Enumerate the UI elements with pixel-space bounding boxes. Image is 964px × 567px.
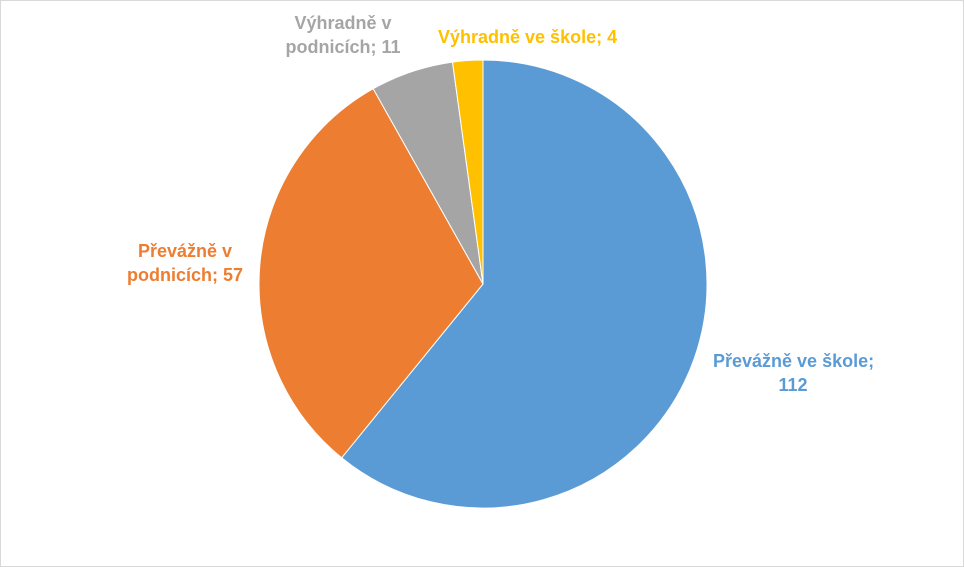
data-label-prevazne-ve-skole: Převážně ve škole; 112 [713,349,875,397]
data-label-line: Převážně ve škole; [713,351,875,371]
data-label-line: Výhradně v [294,13,392,33]
data-label-line: Výhradně ve škole; 4 [438,27,618,47]
data-label-line: Převážně v [137,241,233,261]
data-label-vyhradne-v-podnicich: Výhradně v podnicích; 11 [273,11,413,59]
data-label-line: podnicích; 57 [126,265,243,285]
pie-slice-1 [258,88,484,459]
pie-slice-3 [451,59,484,285]
pie-slice-0 [340,59,708,509]
data-label-prevazne-v-podnicich: Převážně v podnicích; 57 [115,239,255,287]
data-label-line: 112 [778,375,808,395]
data-label-line: podnicích; 11 [285,37,401,57]
data-label-vyhradne-ve-skole: Výhradně ve škole; 4 [438,25,617,49]
